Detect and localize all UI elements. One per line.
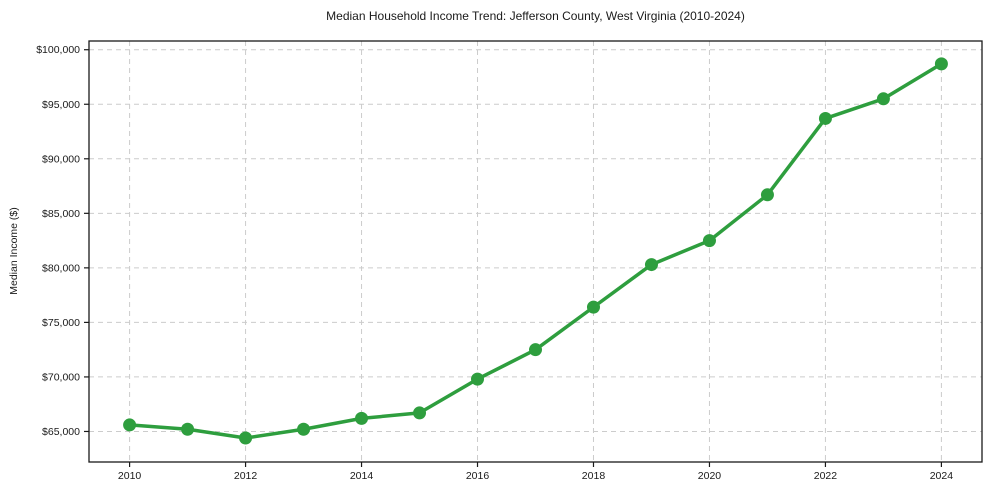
x-tick-label: 2020 xyxy=(698,470,722,482)
x-tick-label: 2018 xyxy=(582,470,606,482)
x-tick-label: 2016 xyxy=(466,470,490,482)
data-point xyxy=(181,422,195,436)
y-tick-label: $75,000 xyxy=(42,317,80,329)
data-point xyxy=(239,431,253,445)
x-tick-label: 2012 xyxy=(234,470,258,482)
y-tick-label: $70,000 xyxy=(42,371,80,383)
chart-title: Median Household Income Trend: Jefferson… xyxy=(326,9,745,23)
x-tick-label: 2022 xyxy=(814,470,838,482)
data-point xyxy=(413,406,427,420)
y-tick-label: $100,000 xyxy=(36,44,80,56)
data-point xyxy=(876,92,890,106)
data-point xyxy=(702,234,716,248)
x-tick-label: 2014 xyxy=(350,470,374,482)
x-tick-label: 2010 xyxy=(118,470,142,482)
y-tick-label: $95,000 xyxy=(42,99,80,111)
data-point xyxy=(934,57,948,71)
y-tick-label: $85,000 xyxy=(42,208,80,220)
data-point xyxy=(586,300,600,314)
data-point xyxy=(471,372,485,386)
y-tick-label: $90,000 xyxy=(42,153,80,165)
x-tick-label: 2024 xyxy=(930,470,954,482)
data-point xyxy=(297,422,311,436)
data-point xyxy=(123,418,137,432)
data-point xyxy=(644,258,658,272)
y-tick-label: $65,000 xyxy=(42,426,80,438)
data-point xyxy=(355,411,369,425)
plot-border xyxy=(88,40,983,463)
data-point xyxy=(818,111,832,125)
data-point xyxy=(529,343,542,357)
data-point xyxy=(760,188,774,202)
y-tick-label: $80,000 xyxy=(42,262,80,274)
